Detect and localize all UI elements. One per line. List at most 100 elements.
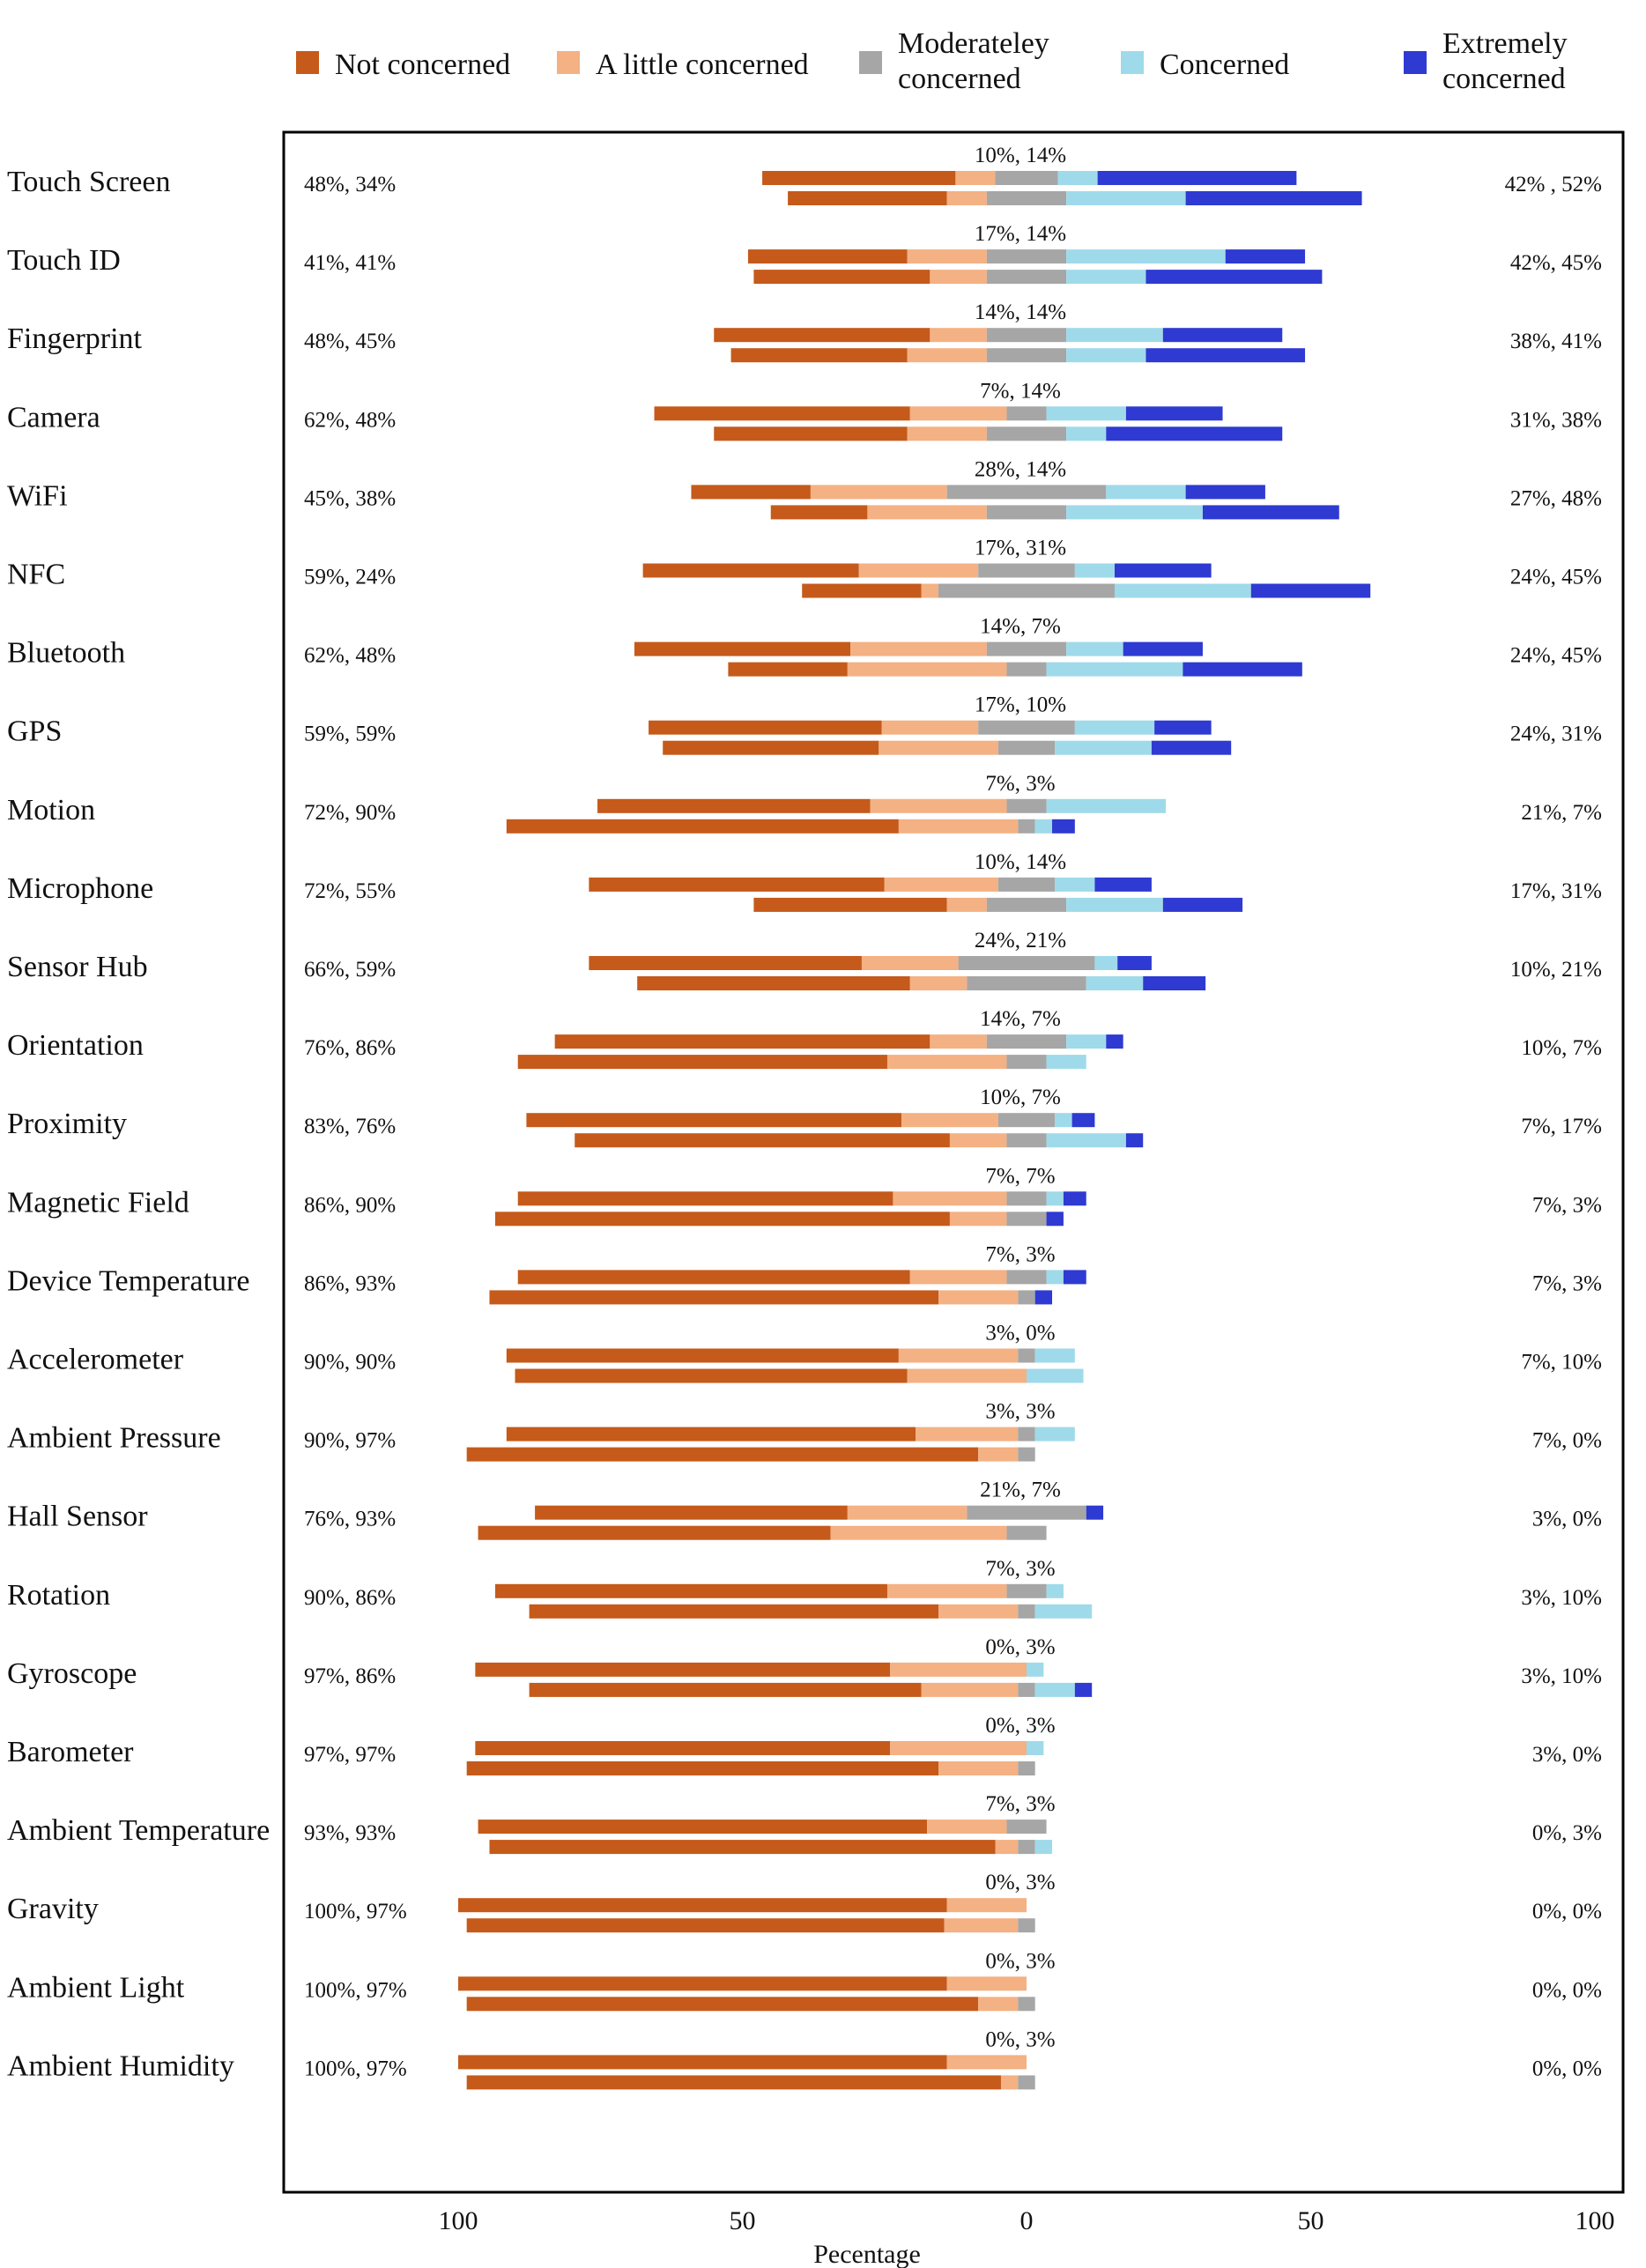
bar-segment-concerned-group2 bbox=[1034, 1682, 1075, 1697]
bar-segment-little-group1 bbox=[850, 641, 987, 656]
right-percent-label: 21%, 7% bbox=[1521, 801, 1602, 825]
bar-segment-not-group2 bbox=[529, 1604, 939, 1619]
legend-item-concerned: Concerned bbox=[1121, 48, 1289, 81]
bar-segment-little-group1 bbox=[858, 563, 979, 578]
bar-segment-little-group1 bbox=[927, 1820, 1007, 1834]
right-percent-label: 3%, 0% bbox=[1532, 1743, 1602, 1767]
category-label-hall-sensor: Hall Sensor bbox=[7, 1501, 148, 1533]
category-row: Proximity 83%, 76% 10%, 7% 7%, 17% bbox=[7, 1086, 1602, 1148]
bar-segment-moderate-group2 bbox=[1018, 1761, 1035, 1775]
bar-segment-moderate-group1 bbox=[986, 328, 1067, 343]
category-label-nfc: NFC bbox=[7, 559, 65, 591]
bar-segment-little-group1 bbox=[870, 798, 1007, 813]
category-label-ambient-temperature: Ambient Temperature bbox=[7, 1814, 270, 1847]
category-label-proximity: Proximity bbox=[7, 1108, 127, 1140]
bar-segment-concerned-group1 bbox=[1046, 1270, 1064, 1285]
x-tick-label: 50 bbox=[730, 2206, 756, 2235]
bar-segment-not-group1 bbox=[458, 1976, 947, 1991]
category-label-fingerprint: Fingerprint bbox=[7, 322, 143, 355]
x-tick-label: 0 bbox=[1020, 2206, 1034, 2235]
bar-segment-concerned-group1 bbox=[1034, 1348, 1075, 1363]
middle-percent-label: 14%, 7% bbox=[980, 615, 1061, 639]
category-label-microphone: Microphone bbox=[7, 872, 153, 905]
category-label-orientation: Orientation bbox=[7, 1029, 144, 1062]
x-tick-label: 100 bbox=[1576, 2206, 1615, 2235]
legend-label-little: A little concerned bbox=[596, 48, 809, 81]
bar-segment-little-group2 bbox=[886, 1055, 1007, 1070]
bar-segment-extreme-group1 bbox=[1162, 328, 1283, 343]
bar-segment-little-group1 bbox=[810, 485, 947, 500]
bar-segment-little-group2 bbox=[978, 1997, 1019, 2012]
category-row: Accelerometer 90%, 90% 3%, 0% 7%, 10% bbox=[7, 1322, 1602, 1383]
bar-segment-concerned-group1 bbox=[1027, 1662, 1044, 1677]
bar-segment-not-group1 bbox=[517, 1191, 893, 1206]
bar-segment-extreme-group2 bbox=[1202, 505, 1339, 520]
right-percent-label: 3%, 10% bbox=[1521, 1586, 1602, 1610]
legend-swatch-little bbox=[557, 51, 580, 74]
category-label-camera: Camera bbox=[7, 401, 100, 434]
category-label-bluetooth: Bluetooth bbox=[7, 637, 125, 670]
category-label-ambient-humidity: Ambient Humidity bbox=[7, 2049, 234, 2082]
right-percent-label: 38%, 41% bbox=[1510, 330, 1602, 353]
legend-label-not: Not concerned bbox=[335, 48, 510, 81]
bar-segment-moderate-group2 bbox=[1018, 1290, 1035, 1305]
bar-segment-concerned-group2 bbox=[1066, 897, 1163, 912]
category-label-touch-screen: Touch Screen bbox=[7, 166, 171, 198]
bar-segment-moderate-group2 bbox=[967, 976, 1086, 990]
right-percent-label: 10%, 21% bbox=[1510, 958, 1602, 982]
left-percent-label: 48%, 34% bbox=[304, 173, 396, 196]
x-tick-label: 100 bbox=[439, 2206, 478, 2235]
x-tick-label: 50 bbox=[1298, 2206, 1324, 2235]
middle-percent-label: 0%, 3% bbox=[985, 1635, 1055, 1659]
category-row: Ambient Pressure 90%, 97% 3%, 3% 7%, 0% bbox=[7, 1400, 1602, 1462]
category-row: Ambient Humidity 100%, 97% 0%, 3% 0%, 0% bbox=[7, 2027, 1602, 2090]
bar-segment-little-group2 bbox=[995, 1840, 1019, 1855]
bar-segment-little-group2 bbox=[921, 583, 939, 598]
bar-segment-not-group1 bbox=[535, 1505, 848, 1520]
bar-segment-little-group1 bbox=[884, 877, 998, 892]
category-row: Rotation 90%, 86% 7%, 3% 3%, 10% bbox=[7, 1557, 1602, 1619]
bar-segment-extreme-group1 bbox=[1071, 1113, 1095, 1128]
category-label-motion: Motion bbox=[7, 794, 95, 826]
bar-segment-little-group1 bbox=[901, 1113, 998, 1128]
middle-percent-label: 24%, 21% bbox=[975, 929, 1066, 952]
right-percent-label: 24%, 45% bbox=[1510, 644, 1602, 668]
right-percent-label: 42% , 52% bbox=[1505, 173, 1602, 196]
bar-segment-not-group1 bbox=[554, 1034, 931, 1049]
category-row: Hall Sensor 76%, 93% 21%, 7% 3%, 0% bbox=[7, 1479, 1602, 1540]
right-percent-label: 0%, 0% bbox=[1532, 1900, 1602, 1923]
category-row: Barometer 97%, 97% 0%, 3% 3%, 0% bbox=[7, 1714, 1602, 1775]
bar-segment-moderate-group1 bbox=[978, 563, 1075, 578]
middle-percent-label: 0%, 3% bbox=[985, 2027, 1055, 2051]
category-rows: Touch Screen 48%, 34%10%, 14%42% , 52%Tou… bbox=[7, 144, 1602, 2090]
bar-segment-little-group1 bbox=[946, 2055, 1027, 2070]
bar-segment-moderate-group2 bbox=[1018, 1682, 1035, 1697]
category-row: Ambient Temperature 93%, 93% 7%, 3% 0%, 3% bbox=[7, 1792, 1602, 1855]
category-row: Gravity 100%, 97% 0%, 3% 0%, 0% bbox=[7, 1871, 1602, 1933]
middle-percent-label: 7%, 7% bbox=[985, 1164, 1055, 1188]
bar-segment-concerned-group2 bbox=[1066, 270, 1146, 285]
bar-segment-not-group1 bbox=[747, 249, 908, 264]
bar-segment-little-group2 bbox=[898, 819, 1019, 834]
bar-segment-moderate-group1 bbox=[1018, 1348, 1035, 1363]
bar-segment-concerned-group1 bbox=[1057, 171, 1098, 185]
bar-segment-little-group1 bbox=[893, 1191, 1007, 1206]
left-percent-label: 100%, 97% bbox=[304, 1900, 407, 1923]
left-percent-label: 48%, 45% bbox=[304, 330, 396, 353]
bar-segment-moderate-group2 bbox=[986, 897, 1067, 912]
bar-segment-not-group1 bbox=[762, 171, 956, 185]
bar-segment-little-group2 bbox=[946, 191, 987, 205]
bar-segment-moderate-group2 bbox=[986, 270, 1067, 285]
left-percent-label: 100%, 97% bbox=[304, 2057, 407, 2080]
bar-segment-little-group1 bbox=[930, 1034, 987, 1049]
bar-segment-not-group2 bbox=[494, 1212, 950, 1227]
bar-segment-little-group2 bbox=[907, 426, 987, 441]
bar-segment-extreme-group2 bbox=[1162, 897, 1243, 912]
category-label-ambient-light: Ambient Light bbox=[7, 1971, 185, 2004]
bar-segment-concerned-group2 bbox=[1066, 191, 1186, 205]
bar-segment-moderate-group2 bbox=[1018, 1918, 1035, 1933]
bar-segment-not-group1 bbox=[714, 328, 931, 343]
bar-segment-not-group2 bbox=[529, 1682, 922, 1697]
